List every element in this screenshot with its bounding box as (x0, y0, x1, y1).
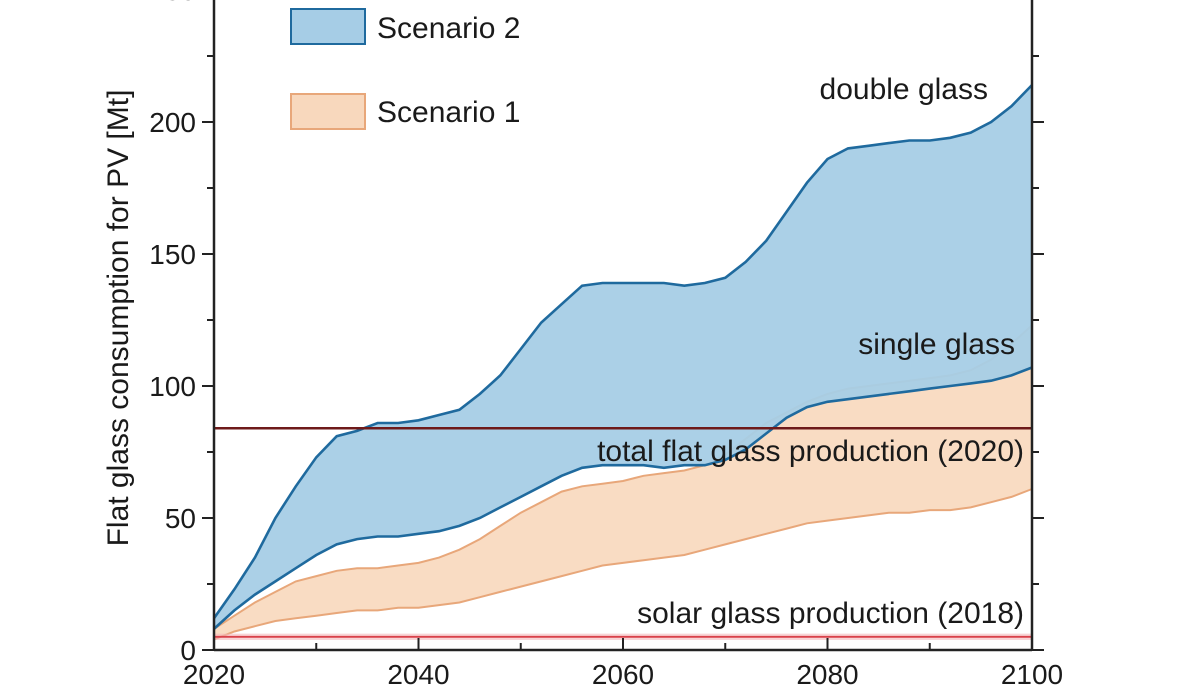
y-tick-label: 200 (149, 107, 196, 138)
x-tick-label: 2100 (1001, 659, 1063, 685)
lower-line-scenario-1 (213, 488, 1033, 641)
x-tick-label: 2020 (183, 659, 245, 685)
series-layer (212, 84, 1033, 641)
legend: Scenario 2 Scenario 1 (290, 8, 520, 130)
y-tick-label: 150 (149, 239, 196, 270)
x-tick-label: 2060 (592, 659, 654, 685)
annotation-single-glass: single glass (858, 328, 1015, 361)
legend-swatch-scenario-2 (290, 8, 366, 45)
y-axis-label: Flat glass consumption for PV [Mt] (102, 90, 135, 547)
band-scenario-2 (214, 85, 1032, 629)
y-tick-label: 50 (165, 503, 196, 534)
text-layer: 0 50 100 150 200 250 2020 2040 2060 2080 2100 (149, 0, 1063, 685)
y-tick-label: 250 (149, 0, 196, 6)
legend-label-scenario-2: Scenario 2 (377, 12, 520, 45)
annotation-double-glass: double glass (820, 73, 988, 106)
band-scenario-1 (214, 325, 1032, 640)
y-tick-label: 100 (149, 371, 196, 402)
x-tick-label: 2080 (796, 659, 858, 685)
legend-swatch-scenario-1 (290, 93, 366, 130)
lower-line-scenario-2 (213, 366, 1033, 630)
reference-lines-layer (214, 426, 1032, 640)
axes-layer (202, 0, 1044, 652)
upper-line-scenario-2 (212, 84, 1033, 620)
legend-label-scenario-1: Scenario 1 (377, 96, 520, 129)
annotation-solar-glass: solar glass production (2018) (637, 597, 1024, 630)
x-tick-label: 2040 (387, 659, 449, 685)
y-tick-label: 0 (180, 635, 196, 666)
annotation-total-flat-glass: total flat glass production (2020) (597, 435, 1024, 468)
